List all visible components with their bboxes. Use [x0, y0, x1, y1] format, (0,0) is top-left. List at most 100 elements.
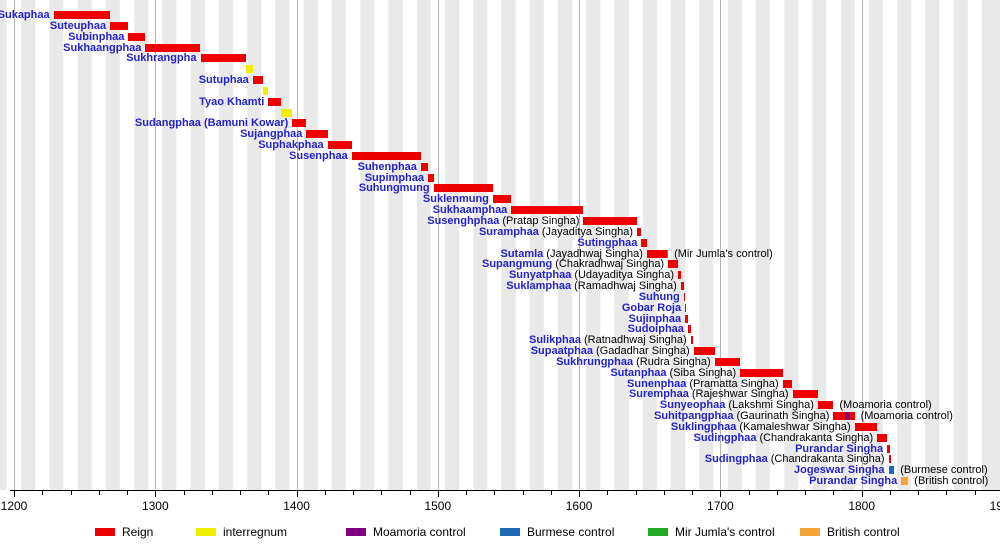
legend-swatch-british	[800, 528, 820, 536]
king-name: Purandar Singha	[809, 475, 898, 488]
reign-bar	[687, 325, 691, 334]
king-name: Sukhaamphaa	[432, 204, 508, 217]
king-name-alt: (Ratnadhwaj Singha)	[583, 334, 687, 347]
reign-bar	[268, 97, 281, 106]
king-label: Sulikphaa (Ratnadhwaj Singha)	[529, 334, 687, 346]
king-name: Suremphaa	[628, 388, 689, 401]
minor-tick	[918, 491, 920, 495]
legend-label: Burmese control	[527, 525, 615, 539]
king-label: Susenghphaa (Pratap Singha)	[427, 215, 579, 227]
reign-bar	[292, 119, 307, 128]
century-gridline	[437, 0, 439, 490]
minor-tick	[805, 491, 807, 495]
king-label: Suphakphaa	[258, 139, 323, 151]
tick-label: 1200	[0, 499, 28, 513]
century-gridline	[579, 0, 581, 490]
minor-tick	[635, 491, 637, 495]
minor-tick	[974, 491, 976, 495]
reign-bar	[306, 130, 328, 139]
reign-bar	[678, 271, 681, 280]
king-name: Suklingphaa	[670, 420, 737, 433]
legend: Reign interregnum Moamoria control Burmese …	[0, 520, 1000, 545]
reign-bar	[433, 184, 493, 193]
king-label: Sukhaangphaa	[63, 42, 141, 54]
reign-bar	[145, 43, 201, 52]
british-bar	[901, 477, 909, 486]
minor-tick	[211, 491, 213, 495]
minor-tick	[833, 491, 835, 495]
king-label: Sujinphaa	[629, 313, 682, 325]
century-gridline	[720, 0, 722, 490]
tick-label: 1600	[565, 499, 593, 513]
king-name: Sutuphaa	[198, 74, 249, 86]
king-label: Sunenphaa (Pramatta Singha)	[627, 378, 779, 390]
reign-bar	[683, 292, 686, 301]
king-name: Sudangphaa (Bamuni Kowar)	[134, 117, 289, 130]
reign-bar	[740, 368, 783, 377]
king-name-alt: (Chandrakanta Singha)	[759, 431, 874, 444]
control-annotation: (Mir Jumla's control)	[674, 247, 773, 260]
king-label: Suhungmung	[359, 182, 430, 194]
minor-tick	[98, 491, 100, 495]
minor-tick	[607, 491, 609, 495]
king-name: Suhitpangphaa	[654, 410, 734, 423]
reign-bar	[854, 422, 878, 431]
tick-label: 1700	[707, 499, 734, 513]
reign-bar	[511, 206, 584, 215]
reign-bar	[110, 21, 129, 30]
king-name: Suphakphaa	[258, 139, 324, 152]
moamoria-bar	[844, 412, 851, 421]
minor-tick	[663, 491, 665, 495]
reign-bar	[792, 390, 818, 399]
king-label: Suklamphaa (Ramadhwaj Singha)	[506, 280, 677, 292]
king-name-alt: (Jayadhwaj Singha)	[546, 247, 643, 260]
king-name: Sudoiphaa	[627, 323, 684, 336]
king-label: Sukhaamphaa	[433, 204, 508, 216]
king-label: Sukhrangpha	[126, 52, 196, 64]
tick-label: 1800	[848, 499, 876, 513]
legend-swatch-reign	[95, 528, 115, 536]
king-name-alt: (Pratap Singha)	[502, 215, 580, 227]
king-label: Sutingphaa	[577, 237, 637, 249]
legend-swatch-mirjumla	[648, 528, 668, 536]
king-name: Sudingphaa	[704, 453, 768, 466]
major-tick	[296, 491, 298, 497]
king-name: Suteuphaa	[49, 19, 107, 32]
king-label: Purandar Singha	[795, 443, 883, 455]
minor-tick	[776, 491, 778, 495]
king-name: Suklamphaa	[506, 280, 572, 292]
tick-label: 1500	[424, 499, 452, 513]
king-label: Supaatphaa (Gadadhar Singha)	[531, 345, 690, 357]
king-name: Sujinphaa	[628, 312, 682, 325]
legend-swatch-interregnum	[196, 528, 216, 536]
king-name: Susenphaa	[289, 149, 348, 162]
reign-bar	[817, 401, 834, 410]
king-name: Sukhrangpha	[126, 52, 197, 65]
king-name: Susenghphaa	[427, 215, 500, 227]
minor-tick	[748, 491, 750, 495]
reign-bar	[680, 282, 684, 290]
reign-bar	[782, 379, 793, 388]
king-label: Gobar Roja	[622, 302, 681, 314]
king-label: Sunyatphaa (Udayaditya Singha)	[509, 269, 674, 281]
legend-label: British control	[827, 525, 900, 539]
reign-bar	[583, 217, 638, 225]
control-annotation: (Moamoria control)	[839, 399, 932, 412]
reign-bar	[714, 357, 741, 366]
king-name-alt: (Gadadhar Singha)	[596, 345, 690, 357]
interregnum-bar	[281, 108, 293, 117]
interregnum-bar	[245, 65, 253, 74]
king-name: Suhungmung	[358, 182, 430, 195]
minor-tick	[42, 491, 44, 495]
king-label: Suramphaa (Jayaditya Singha)	[479, 226, 633, 238]
legend-label: interregnum	[223, 525, 288, 539]
control-annotation: (British control)	[914, 475, 989, 488]
king-name: Supangmung	[481, 258, 553, 271]
reign-bar	[887, 444, 890, 453]
king-label: Suteuphaa	[50, 20, 106, 32]
century-gridline	[861, 0, 863, 490]
reign-bar	[351, 151, 421, 160]
plot-area: Sukaphaa Suteuphaa Subinphaa Sukhaangphaa Su…	[0, 0, 1000, 490]
king-label: Sunyeophaa (Lakshmi Singha)	[660, 399, 814, 411]
